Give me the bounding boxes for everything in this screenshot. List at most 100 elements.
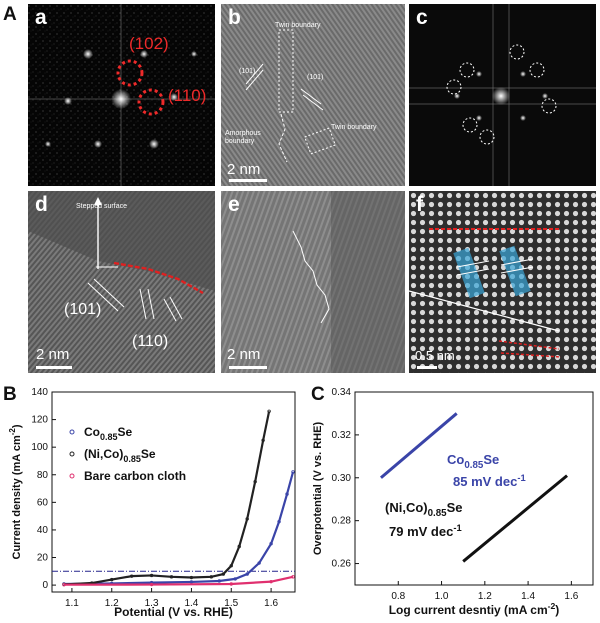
panel-e-label: e (228, 193, 240, 216)
twin-boundary-label-top: Twin boundary (275, 22, 321, 29)
data-point-b-1 (209, 575, 214, 579)
legend-marker-b-1 (69, 451, 75, 457)
series-line-b-0 (63, 471, 295, 586)
data-point-b-1 (110, 577, 114, 582)
annotation-rate-c-1: 79 mV dec-1 (389, 523, 462, 539)
data-point-b-1 (229, 564, 233, 568)
x-tick-label-c: 1.6 (564, 591, 578, 602)
data-point-b-1 (169, 575, 174, 579)
data-point-b-0 (285, 492, 289, 496)
hrtem-texture-f (409, 191, 596, 373)
twin-boundary-label-right: Twin boundary (331, 124, 377, 131)
y-tick-label-b: 120 (31, 415, 48, 426)
y-tick-label-b: 60 (37, 497, 49, 508)
data-point-b-2 (229, 582, 233, 586)
section-letter-a: A (3, 4, 17, 25)
x-tick-label-b: 1.2 (105, 598, 119, 609)
data-point-b-0 (257, 561, 261, 565)
data-point-b-1 (189, 575, 194, 580)
y-axis-label-c: Overpotential (V vs. RHE) (312, 422, 324, 556)
series-line-c-1 (462, 474, 568, 563)
data-point-b-0 (217, 579, 222, 583)
panel-b-hrtem: b Twin boundary (101) (101) Amorphous bo… (221, 4, 405, 186)
scale-label-f: 0.5 nm (415, 348, 455, 363)
plane-101-label-left: (101) (239, 68, 256, 75)
x-tick-label-c: 1.2 (478, 591, 492, 602)
plane-110-label-d: (110) (132, 333, 169, 350)
legend-marker-b-2 (69, 473, 75, 479)
x-tick-label-c: 0.8 (391, 591, 405, 602)
chart-b-svg: 1.1 1.2 1.3 1.4 1.5 1.6 0 20 40 60 80 100 120 140 Pote… (8, 387, 296, 619)
series-line-b-1 (63, 411, 271, 586)
x-tick-label-b: 1.5 (224, 598, 238, 609)
hrtem-texture-b (221, 4, 405, 186)
x-tick-label-b: 1.1 (65, 598, 79, 609)
data-point-b-0 (245, 572, 249, 576)
chart-c-tafel: 0.8 1.0 1.2 1.4 1.6 0.26 0.28 0.30 0.32 0.34 Log c… (305, 380, 600, 623)
x-tick-label-c: 1.4 (521, 591, 535, 602)
data-point-b-1 (253, 479, 257, 484)
chart-b-polarization: 1.1 1.2 1.3 1.4 1.5 1.6 0 20 40 60 80 100 120 140 Pote… (0, 380, 300, 623)
panel-a-fft: a (102) (110) (28, 4, 215, 186)
series-line-b-2 (63, 575, 294, 586)
annotation-rate-c-0: 85 mV dec-1 (453, 473, 526, 489)
data-point-b-1 (129, 574, 134, 578)
panel-a-label: a (35, 6, 47, 29)
scale-bar-f (417, 366, 437, 369)
annotation-name-c-1: (Ni,Co)0.85Se (385, 500, 463, 519)
legend-marker-b-0 (69, 429, 75, 435)
legend-label-b-0: Co0.85Se (84, 425, 133, 442)
data-point-b-0 (233, 577, 237, 581)
panel-f-label: f (416, 193, 423, 216)
x-tick-label-b: 1.4 (184, 598, 198, 609)
plane-101-label-d: (101) (64, 301, 102, 318)
data-point-b-0 (269, 542, 273, 546)
hrtem-texture-d (28, 191, 215, 373)
hrtem-texture-e (221, 191, 405, 373)
x-tick-label-b: 1.6 (264, 598, 278, 609)
data-point-b-1 (245, 517, 249, 521)
panel-d-hrtem: d Stepped surface (101) (110) 2 nm (28, 191, 215, 373)
data-point-b-1 (149, 573, 154, 578)
panel-f-hrtem: f 0.5 nm (409, 191, 596, 373)
scale-label-e: 2 nm (227, 346, 261, 363)
y-axis-label-b: Current density (mA cm-2) (8, 424, 23, 559)
y-tick-label-b: 140 (31, 387, 48, 398)
annotation-name-c-0: Co0.85Se (447, 452, 499, 471)
amorphous-boundary-label: Amorphous boundary (225, 130, 261, 145)
data-point-b-0 (291, 470, 295, 474)
section-letter-c: C (311, 384, 325, 405)
panel-d-label: d (35, 193, 48, 216)
plot-frame-c (354, 391, 594, 586)
spot-label-110: (110) (168, 86, 207, 105)
panel-e-hrtem: e 2 nm (221, 191, 405, 373)
legend-label-b-2: Bare carbon cloth (84, 469, 186, 483)
data-point-b-2 (149, 582, 154, 587)
data-point-b-0 (277, 519, 281, 524)
spot-label-102: (102) (129, 34, 169, 53)
data-point-b-1 (261, 438, 265, 442)
y-tick-label-b: 80 (37, 470, 49, 481)
data-point-b-2 (269, 579, 273, 584)
plane-101-label-right: (101) (307, 74, 324, 81)
series-line-c-0 (379, 412, 458, 479)
x-axis-label-b: Potential (V vs. RHE) (114, 605, 233, 619)
y-tick-label-b: 100 (31, 442, 48, 453)
section-letter-b: B (3, 384, 17, 405)
panel-b-label: b (228, 6, 241, 29)
y-tick-label-b: 40 (37, 525, 49, 536)
x-tick-label-c: 1.0 (435, 591, 449, 602)
scale-label-d: 2 nm (36, 346, 70, 363)
data-point-b-1 (237, 544, 241, 549)
y-tick-label-c: 0.30 (332, 473, 352, 484)
scale-label-b: 2 nm (227, 161, 261, 178)
y-tick-label-c: 0.28 (332, 516, 352, 527)
data-point-b-2 (62, 582, 66, 587)
scale-bar-d (36, 366, 72, 369)
scale-bar-e (229, 366, 267, 369)
y-tick-label-b: 20 (37, 553, 49, 564)
y-tick-label-c: 0.26 (332, 559, 352, 570)
y-tick-label-c: 0.32 (332, 430, 352, 441)
fft-pattern-c (409, 4, 596, 186)
scale-bar-b (229, 179, 267, 182)
